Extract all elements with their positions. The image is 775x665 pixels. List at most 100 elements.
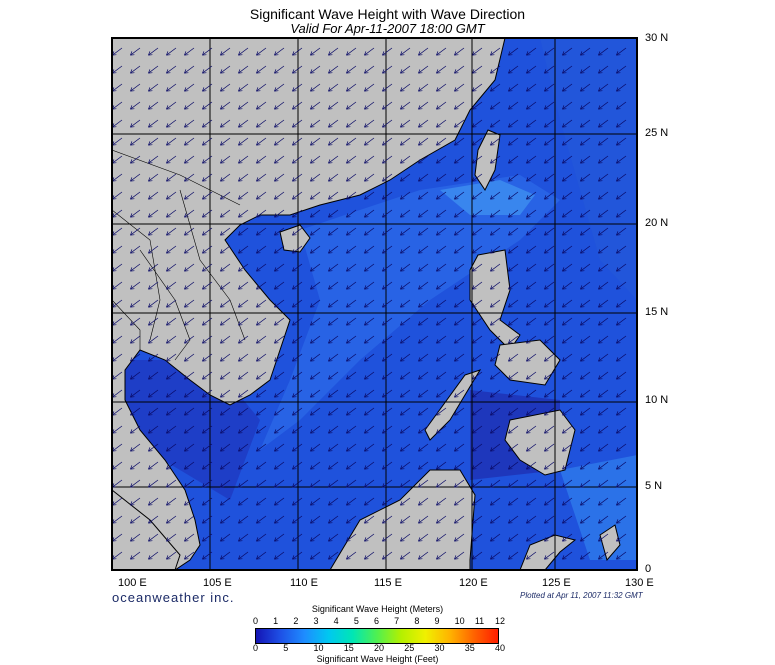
wave-arrow-head: [526, 195, 531, 200]
wave-arrow: [238, 65, 249, 74]
wave-arrow: [256, 83, 267, 92]
wave-arrow: [544, 461, 555, 470]
wave-arrow: [418, 263, 429, 272]
wave-arrow: [292, 281, 303, 290]
wave-arrow: [166, 299, 177, 308]
wave-arrow-head: [562, 177, 567, 182]
wave-arrow: [454, 119, 465, 128]
wave-arrow-head: [130, 285, 135, 290]
wave-arrow: [310, 119, 321, 128]
wave-arrow: [580, 245, 591, 254]
wave-arrow-head: [346, 195, 351, 200]
wave-arrow: [526, 227, 537, 236]
wave-arrow: [184, 101, 195, 110]
wave-arrow-head: [472, 465, 477, 470]
wave-arrow-head: [364, 177, 369, 182]
wave-arrow: [508, 155, 519, 164]
wave-arrow: [202, 83, 213, 92]
wave-arrow: [580, 371, 591, 380]
wave-arrow-head: [418, 141, 423, 146]
wave-arrow: [598, 335, 609, 344]
wave-arrow: [328, 299, 339, 308]
wave-arrow-head: [598, 447, 603, 452]
wave-arrow: [256, 515, 267, 524]
wave-arrow-head: [580, 357, 585, 362]
wave-arrow-head: [238, 87, 243, 92]
wave-arrow-head: [472, 177, 477, 182]
wave-arrow-head: [184, 141, 189, 146]
wave-arrow: [562, 461, 573, 470]
wave-arrow: [112, 227, 123, 236]
wave-arrow-head: [508, 465, 513, 470]
chart-title: Significant Wave Height with Wave Direct…: [249, 6, 526, 22]
wave-arrow-head: [238, 267, 243, 272]
wave-arrow: [418, 209, 429, 218]
wave-arrow: [166, 227, 177, 236]
wave-arrow: [166, 191, 177, 200]
wave-arrow: [274, 173, 285, 182]
wave-arrow: [310, 461, 321, 470]
wave-arrow: [400, 407, 411, 416]
wave-arrow-head: [508, 537, 513, 542]
wave-arrow: [364, 65, 375, 74]
wave-arrow-head: [490, 429, 495, 434]
luzon-island: [469, 249, 521, 351]
wave-arrow: [454, 317, 465, 326]
wave-arrow-head: [418, 411, 423, 416]
wave-arrow-head: [526, 519, 531, 524]
wave-arrow: [328, 317, 339, 326]
wave-arrow-head: [328, 69, 333, 74]
wave-arrow: [364, 479, 375, 488]
wave-arrow-head: [130, 519, 135, 524]
wave-arrow: [292, 497, 303, 506]
wave-arrow: [472, 335, 483, 344]
wave-arrow: [346, 407, 357, 416]
wave-arrow: [310, 155, 321, 164]
wave-arrow: [364, 83, 375, 92]
wave-arrow: [184, 461, 195, 470]
wave-arrow-head: [544, 105, 549, 110]
wave-arrow: [544, 389, 555, 398]
wave-arrow-head: [508, 447, 513, 452]
wave-arrow-head: [454, 555, 459, 560]
wave-arrow-head: [526, 159, 531, 164]
wave-arrow-head: [256, 339, 261, 344]
wave-arrow-head: [580, 375, 585, 380]
wave-arrow-head: [346, 483, 351, 488]
wave-arrow-head: [562, 87, 567, 92]
wave-arrow-head: [328, 231, 333, 236]
wave-arrow: [184, 263, 195, 272]
wave-arrow: [274, 479, 285, 488]
wave-arrow: [544, 173, 555, 182]
wave-arrow: [130, 191, 141, 200]
wave-arrow: [292, 533, 303, 542]
wave-arrow: [310, 353, 321, 362]
wave-arrow-head: [580, 267, 585, 272]
wave-arrow-head: [238, 321, 243, 326]
wave-arrow: [292, 191, 303, 200]
wave-arrow: [418, 533, 429, 542]
wave-arrow-head: [274, 195, 279, 200]
wave-arrow-head: [598, 249, 603, 254]
wave-arrow-head: [616, 411, 621, 416]
wave-arrow: [310, 209, 321, 218]
wave-arrow: [184, 83, 195, 92]
wave-arrow-head: [202, 249, 207, 254]
wave-arrow-head: [400, 447, 405, 452]
wave-arrow-head: [490, 87, 495, 92]
wave-arrow-head: [148, 123, 153, 128]
wave-arrow-head: [364, 375, 369, 380]
wave-arrow-head: [184, 51, 189, 56]
wave-arrow-head: [346, 465, 351, 470]
wave-arrow-head: [202, 429, 207, 434]
wave-arrow-head: [526, 303, 531, 308]
wave-arrow: [562, 281, 573, 290]
wave-arrow-head: [220, 411, 225, 416]
wave-arrow: [616, 281, 627, 290]
wave-arrow-head: [418, 69, 423, 74]
wave-arrow-head: [508, 87, 513, 92]
wave-arrow-head: [292, 141, 297, 146]
wave-arrow-head: [184, 447, 189, 452]
wave-arrow-head: [436, 519, 441, 524]
wave-arrow: [580, 191, 591, 200]
